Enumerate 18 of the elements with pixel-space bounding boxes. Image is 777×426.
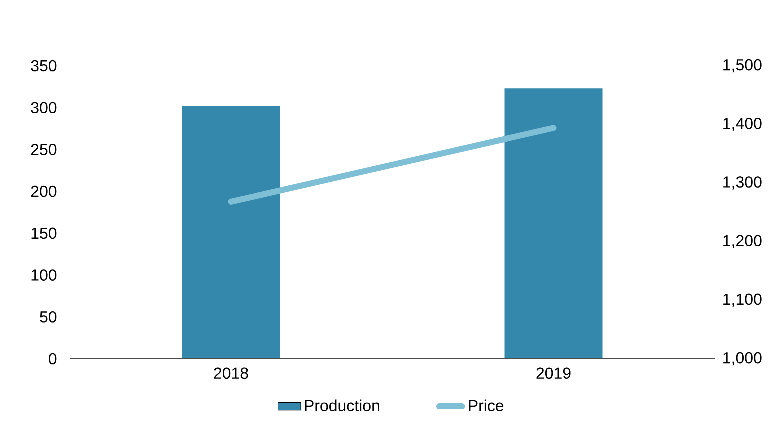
legend-label: Price: [469, 400, 504, 412]
y-tick-label: 250: [31, 144, 57, 156]
y-tick-label: 350: [31, 60, 57, 72]
y2-tick-label: 1,000: [724, 352, 762, 366]
y-tick-label: 100: [32, 270, 57, 281]
y2-tick-label: 1,200: [724, 235, 762, 248]
x-tick-label: 2018: [214, 368, 248, 380]
y-tick-label: 150: [32, 228, 57, 240]
y-tick-label: 300: [31, 102, 57, 114]
y-tick-label: 200: [31, 186, 57, 198]
x-tick-label: 2019: [536, 368, 571, 380]
y2-tick-label: 1,400: [724, 118, 762, 132]
y-tick-label: 50: [40, 311, 57, 323]
y2-tick-label: 1,500: [724, 59, 762, 73]
y-tick-label: 0: [49, 353, 57, 365]
legend-label: Production: [305, 400, 380, 412]
y2-tick-label: 1,100: [724, 294, 762, 308]
y2-tick-label: 1,300: [724, 176, 762, 190]
